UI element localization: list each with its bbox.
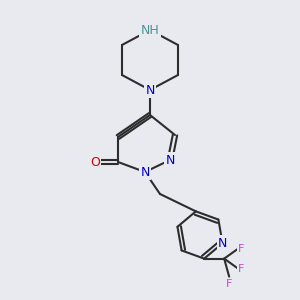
Text: N: N [165,154,175,166]
Text: N: N [218,237,227,250]
Text: N: N [140,166,150,178]
Text: O: O [90,155,100,169]
Text: NH: NH [141,23,159,37]
Text: F: F [226,279,232,289]
Text: N: N [145,83,155,97]
Text: N: N [218,237,227,250]
Text: F: F [238,244,244,254]
Text: F: F [238,264,244,274]
